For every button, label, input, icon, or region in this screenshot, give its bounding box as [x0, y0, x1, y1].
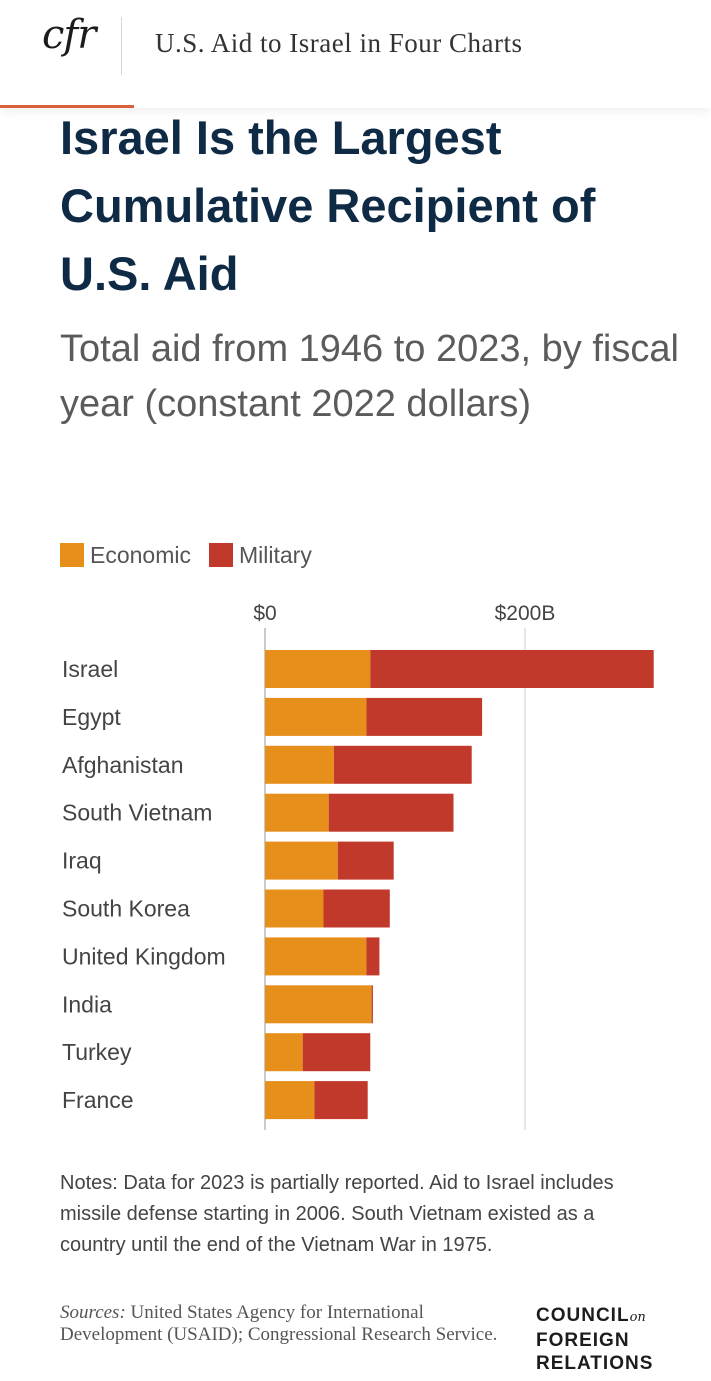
stacked-bar-chart: $0 $200B Israel Egypt Afghanistan South Vietn… — [62, 602, 654, 1130]
bar-economic — [265, 650, 371, 688]
header-divider — [121, 17, 122, 75]
bar-military — [333, 745, 472, 784]
legend-swatch-military — [208, 543, 233, 567]
category-label: United Kingdom — [62, 943, 226, 969]
bar-military — [323, 889, 390, 928]
bar-military — [328, 793, 454, 832]
bar-economic — [265, 985, 372, 1024]
legend-item-economic: Economic — [60, 542, 191, 569]
sources-label: Sources: — [60, 1302, 126, 1323]
bar-military — [314, 1081, 368, 1120]
bar-economic — [265, 793, 329, 832]
progress-accent-bar — [0, 105, 134, 108]
chart-subtitle: Total aid from 1946 to 2023, by fiscal y… — [60, 328, 679, 425]
legend-label-military: Military — [238, 541, 312, 568]
legend-label-economic: Economic — [90, 541, 191, 568]
bar-military — [366, 937, 380, 976]
bar-economic — [265, 745, 334, 784]
sources-text: United States Agency for International D… — [60, 1302, 498, 1345]
chart-legend: Economic Military — [60, 540, 330, 570]
cfr-logo[interactable]: cfr — [42, 12, 96, 58]
bar-military — [366, 697, 483, 736]
bar-economic — [265, 697, 367, 736]
category-label: France — [62, 1087, 134, 1113]
chart-title: Israel Is the Largest Cumulative Recipie… — [60, 111, 596, 300]
bar-economic — [265, 841, 338, 880]
cfr-brand-logo: COUNCILon FOREIGN RELATIONS — [536, 1304, 653, 1375]
bar-economic — [265, 1033, 303, 1072]
bar-economic — [265, 889, 324, 928]
category-label: Egypt — [62, 704, 121, 730]
legend-swatch-economic — [60, 543, 84, 567]
category-label: India — [62, 991, 112, 1017]
brand-line-2: FOREIGN — [536, 1330, 630, 1351]
bar-military — [337, 841, 394, 880]
legend-item-military: Military — [208, 541, 312, 569]
bar-economic — [265, 1081, 315, 1120]
bar-military — [370, 650, 654, 688]
category-label: Turkey — [62, 1039, 132, 1065]
bar-military — [371, 985, 373, 1024]
x-tick-label: $0 — [253, 602, 276, 625]
article-title: U.S. Aid to Israel in Four Charts — [155, 28, 523, 58]
x-tick-label: $200B — [495, 602, 556, 625]
category-label: South Vietnam — [62, 800, 212, 826]
category-label: Israel — [62, 656, 118, 682]
top-header-bar: cfr U.S. Aid to Israel in Four Charts — [0, 0, 711, 108]
category-label: Iraq — [62, 848, 102, 874]
bar-economic — [265, 937, 367, 976]
chart-notes: Notes: Data for 2023 is partially report… — [60, 1172, 614, 1256]
chart-sources: Sources: United States Agency for Intern… — [60, 1302, 500, 1346]
brand-line-1: COUNCILon — [536, 1305, 646, 1326]
bar-military — [302, 1033, 371, 1072]
category-label: Afghanistan — [62, 752, 183, 778]
brand-line-3: RELATIONS — [536, 1353, 654, 1374]
category-label: South Korea — [62, 896, 190, 922]
